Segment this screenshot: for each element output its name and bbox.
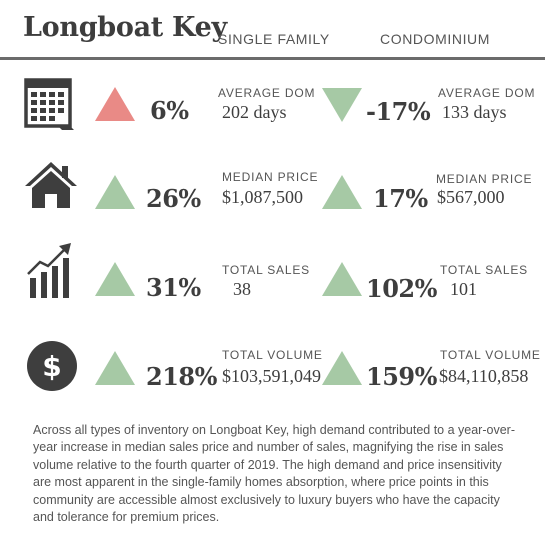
column-header-single-family: SINGLE FAMILY — [218, 31, 330, 47]
sf-price-label: MEDIAN PRICE — [222, 170, 319, 184]
condo-dom-value: 133 days — [442, 102, 507, 122]
condo-sales-label: TOTAL SALES — [440, 263, 528, 277]
sf-sales-change: 31% — [146, 273, 201, 302]
house-icon — [25, 162, 77, 208]
condo-price-label: MEDIAN PRICE — [436, 172, 533, 186]
sf-volume-change: 218% — [146, 362, 217, 391]
sf-dom-change: 6% — [150, 96, 189, 125]
bar-chart-growth-icon — [27, 243, 71, 298]
sf-dom-value: 202 days — [222, 102, 287, 122]
condo-volume-value: $84,110,858 — [439, 366, 529, 386]
sf-volume-value: $103,591,049 — [222, 366, 321, 386]
sf-sales-value: 38 — [233, 279, 251, 299]
sf-volume-up-arrow-icon — [95, 351, 135, 385]
header-divider — [0, 57, 545, 60]
summary-paragraph: Across all types of inventory on Longboa… — [33, 423, 515, 525]
sf-dom-label: AVERAGE DOM — [218, 86, 316, 100]
condo-sales-value: 101 — [450, 279, 477, 299]
condo-volume-label: TOTAL VOLUME — [440, 348, 541, 362]
condo-price-up-arrow-icon — [322, 175, 362, 209]
condo-sales-up-arrow-icon — [322, 262, 362, 296]
condo-price-change: 17% — [373, 184, 428, 213]
sf-volume-label: TOTAL VOLUME — [222, 348, 323, 362]
page-title: Longboat Key — [23, 12, 227, 43]
sf-price-change: 26% — [146, 184, 201, 213]
condo-dom-down-arrow-icon — [322, 88, 362, 122]
sf-price-value: $1,087,500 — [222, 187, 303, 207]
sf-price-up-arrow-icon — [95, 175, 135, 209]
dollar-circle-icon: $ — [27, 341, 77, 391]
sf-sales-up-arrow-icon — [95, 262, 135, 296]
condo-dom-change: -17% — [366, 97, 431, 126]
svg-text:$: $ — [42, 350, 61, 383]
sf-dom-up-arrow-icon — [95, 87, 135, 121]
condo-volume-change: 159% — [366, 362, 437, 391]
condo-volume-up-arrow-icon — [322, 351, 362, 385]
condo-price-value: $567,000 — [437, 187, 505, 207]
calendar-icon — [24, 78, 74, 130]
condo-dom-label: AVERAGE DOM — [438, 86, 536, 100]
condo-sales-change: 102% — [366, 274, 437, 303]
sf-sales-label: TOTAL SALES — [222, 263, 310, 277]
column-header-condominium: CONDOMINIUM — [380, 31, 491, 47]
